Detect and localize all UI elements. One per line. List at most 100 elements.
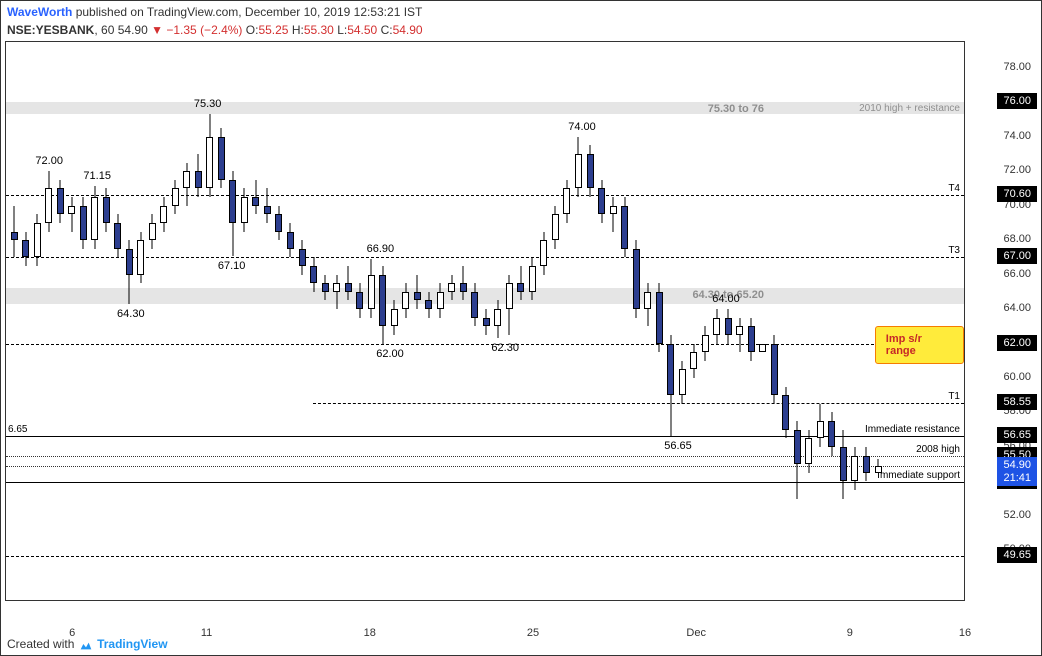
y-price-label: 70.60	[997, 186, 1037, 202]
candle	[275, 42, 282, 601]
candle	[45, 42, 52, 601]
candle	[506, 42, 513, 601]
candle	[264, 42, 271, 601]
candle	[11, 42, 18, 601]
close: 54.90	[393, 23, 423, 37]
footer-text: Created with	[7, 637, 74, 651]
callout-box: Imp s/r range	[875, 326, 964, 364]
c-label: C:	[381, 23, 393, 37]
candle	[517, 42, 524, 601]
candle	[68, 42, 75, 601]
y-tick: 78.00	[1003, 61, 1031, 73]
candle	[368, 42, 375, 601]
y-price-label: 49.65	[997, 547, 1037, 563]
candle	[690, 42, 697, 601]
candle	[759, 42, 766, 601]
candle	[875, 42, 882, 601]
candle	[218, 42, 225, 601]
y-tick: 66.00	[1003, 268, 1031, 280]
x-tick: 11	[201, 627, 212, 639]
candle	[80, 42, 87, 601]
candle	[160, 42, 167, 601]
candle	[299, 42, 306, 601]
candle	[644, 42, 651, 601]
candle	[587, 42, 594, 601]
candle	[114, 42, 121, 601]
candle	[863, 42, 870, 601]
chart-frame: WaveWorth published on TradingView.com, …	[0, 0, 1042, 656]
candle	[828, 42, 835, 601]
candle	[345, 42, 352, 601]
y-price-label: 76.00	[997, 93, 1037, 109]
candle	[322, 42, 329, 601]
candle	[149, 42, 156, 601]
candle	[310, 42, 317, 601]
candle	[252, 42, 259, 601]
candle	[57, 42, 64, 601]
candle	[702, 42, 709, 601]
x-tick: 18	[364, 627, 376, 639]
interval: 60	[101, 23, 114, 37]
y-tick: 74.00	[1003, 130, 1031, 142]
candle	[563, 42, 570, 601]
x-tick: 25	[527, 627, 539, 639]
candle	[414, 42, 421, 601]
tradingview-brand[interactable]: TradingView	[97, 637, 167, 651]
candle	[287, 42, 294, 601]
x-tick: Dec	[686, 627, 706, 639]
candle	[633, 42, 640, 601]
change-pct: (−2.4%)	[200, 23, 242, 37]
price-plot[interactable]: 75.30 to 762010 high + resistance64.30 t…	[5, 41, 965, 601]
candle	[437, 42, 444, 601]
candle	[483, 42, 490, 601]
candle	[379, 42, 386, 601]
candle	[656, 42, 663, 601]
candle	[183, 42, 190, 601]
candle	[402, 42, 409, 601]
x-tick: 16	[959, 627, 971, 639]
candle	[34, 42, 41, 601]
l-label: L:	[337, 23, 347, 37]
candle	[840, 42, 847, 601]
candle	[748, 42, 755, 601]
candle	[241, 42, 248, 601]
high: 55.30	[304, 23, 334, 37]
candle	[736, 42, 743, 601]
y-tick: 68.00	[1003, 233, 1031, 245]
candle	[471, 42, 478, 601]
change: −1.35	[166, 23, 196, 37]
candle	[195, 42, 202, 601]
candle	[817, 42, 824, 601]
candle	[575, 42, 582, 601]
candle	[851, 42, 858, 601]
tradingview-icon	[78, 640, 94, 650]
h-label: H:	[292, 23, 304, 37]
candle	[610, 42, 617, 601]
o-label: O:	[246, 23, 259, 37]
symbol-legend: NSE:YESBANK, 60 54.90 ▼ −1.35 (−2.4%) O:…	[7, 23, 423, 37]
candle	[460, 42, 467, 601]
author-link[interactable]: WaveWorth	[7, 5, 72, 19]
candle	[229, 42, 236, 601]
candle	[391, 42, 398, 601]
candle	[172, 42, 179, 601]
y-tick: 52.00	[1003, 509, 1031, 521]
candle	[126, 42, 133, 601]
candle	[103, 42, 110, 601]
y-price-label: 58.55	[997, 394, 1037, 410]
line-label: T4	[948, 183, 960, 194]
candle	[137, 42, 144, 601]
candle	[598, 42, 605, 601]
publish-header: WaveWorth published on TradingView.com, …	[1, 1, 1041, 23]
line-label: 2008 high	[916, 444, 960, 455]
y-tick: 60.00	[1003, 371, 1031, 383]
line-label: Immediate support	[877, 470, 960, 481]
open: 55.25	[258, 23, 288, 37]
candle	[494, 42, 501, 601]
publish-timestamp: December 10, 2019 12:53:21 IST	[245, 5, 422, 19]
candle	[621, 42, 628, 601]
y-tick: 72.00	[1003, 164, 1031, 176]
candle	[540, 42, 547, 601]
candle	[448, 42, 455, 601]
candle	[91, 42, 98, 601]
